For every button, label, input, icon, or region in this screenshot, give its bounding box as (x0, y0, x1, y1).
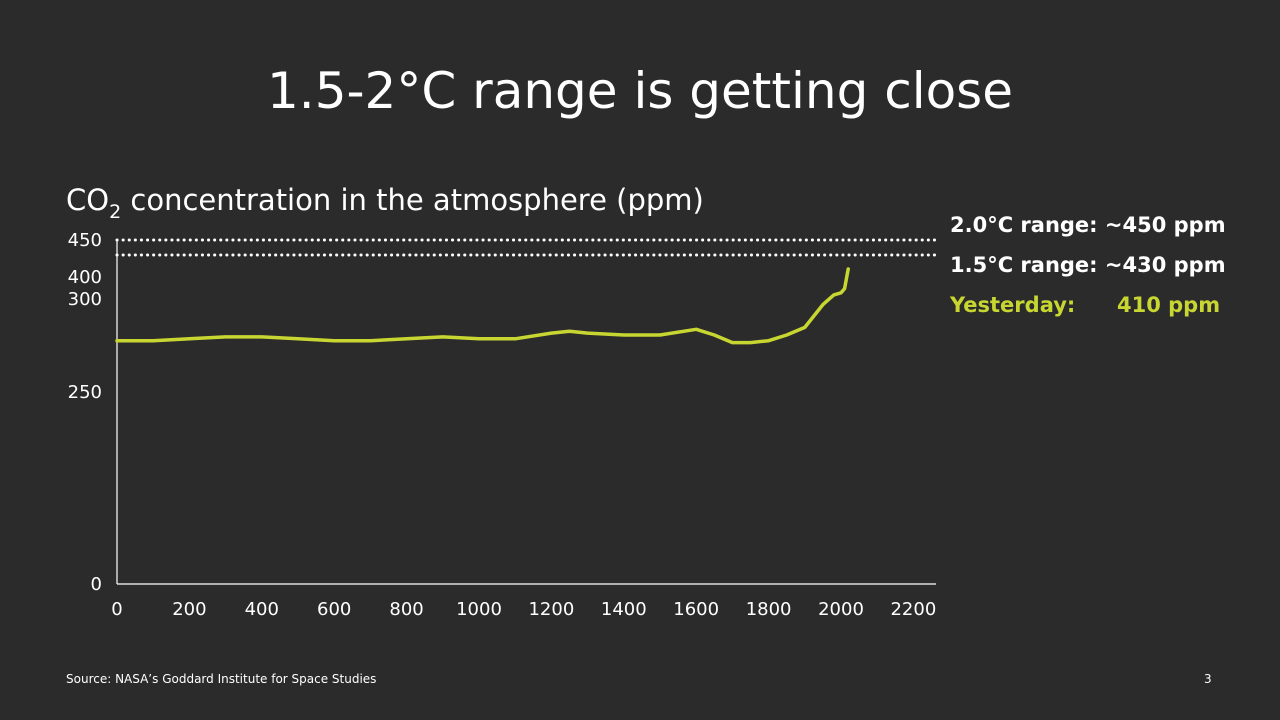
x-tick-label: 400 (245, 599, 279, 620)
x-tick-label: 200 (172, 599, 206, 620)
x-tick-label: 0 (111, 599, 122, 620)
y-tick-label: 450 (68, 230, 102, 251)
x-tick-label: 800 (389, 599, 423, 620)
co2-series-line (115, 267, 850, 345)
legend-1-5c-range: 1.5°C range: ~430 ppm (950, 253, 1226, 277)
page-number: 3 (1204, 672, 1212, 686)
x-tick-label: 1200 (528, 599, 574, 620)
y-tick-label: 400 (68, 267, 102, 288)
slide-title: 1.5-2°C range is getting close (267, 62, 1013, 120)
legend-2c-range: 2.0°C range: ~450 ppm (950, 213, 1226, 237)
x-tick-label: 2000 (818, 599, 864, 620)
x-tick-label: 1400 (601, 599, 647, 620)
y-tick-label: 300 (68, 289, 102, 310)
legend-yesterday-value: 410 ppm (1117, 293, 1221, 317)
source-note: Source: NASA’s Goddard Institute for Spa… (66, 672, 377, 686)
chart-heading: CO2 concentration in the atmosphere (ppm… (66, 183, 704, 223)
x-tick-label: 600 (317, 599, 351, 620)
x-tick-label: 1800 (746, 599, 792, 620)
x-tick-label: 2200 (890, 599, 936, 620)
x-tick-label: 1600 (673, 599, 719, 620)
y-tick-label: 0 (91, 574, 102, 595)
x-tick-label: 1000 (456, 599, 502, 620)
legend-yesterday: Yesterday: 410 ppm (950, 290, 1220, 320)
y-tick-label: 250 (68, 382, 102, 403)
legend-yesterday-label: Yesterday: (950, 293, 1076, 317)
